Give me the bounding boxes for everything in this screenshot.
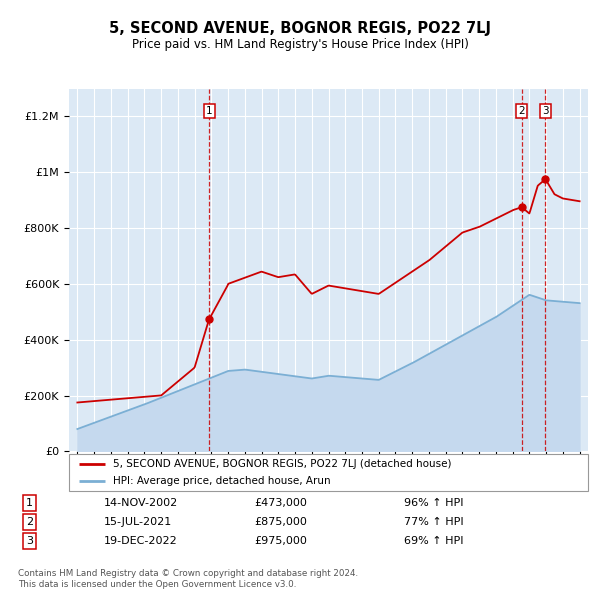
Text: 5, SECOND AVENUE, BOGNOR REGIS, PO22 7LJ: 5, SECOND AVENUE, BOGNOR REGIS, PO22 7LJ: [109, 21, 491, 35]
Text: £975,000: £975,000: [254, 536, 307, 546]
Text: 69% ↑ HPI: 69% ↑ HPI: [404, 536, 463, 546]
Text: 2: 2: [26, 517, 33, 527]
Text: £473,000: £473,000: [254, 499, 307, 508]
FancyBboxPatch shape: [69, 454, 588, 491]
Text: 3: 3: [26, 536, 33, 546]
Text: Price paid vs. HM Land Registry's House Price Index (HPI): Price paid vs. HM Land Registry's House …: [131, 38, 469, 51]
Text: 2: 2: [518, 106, 525, 116]
Text: 5, SECOND AVENUE, BOGNOR REGIS, PO22 7LJ (detached house): 5, SECOND AVENUE, BOGNOR REGIS, PO22 7LJ…: [113, 459, 452, 469]
Text: 1: 1: [206, 106, 212, 116]
Text: 3: 3: [542, 106, 549, 116]
Text: 96% ↑ HPI: 96% ↑ HPI: [404, 499, 463, 508]
Text: £875,000: £875,000: [254, 517, 307, 527]
Text: 19-DEC-2022: 19-DEC-2022: [104, 536, 178, 546]
Text: 14-NOV-2002: 14-NOV-2002: [104, 499, 178, 508]
Text: 77% ↑ HPI: 77% ↑ HPI: [404, 517, 463, 527]
Text: 15-JUL-2021: 15-JUL-2021: [104, 517, 172, 527]
Text: HPI: Average price, detached house, Arun: HPI: Average price, detached house, Arun: [113, 476, 331, 486]
Text: Contains HM Land Registry data © Crown copyright and database right 2024.
This d: Contains HM Land Registry data © Crown c…: [18, 569, 358, 589]
Text: 1: 1: [26, 499, 33, 508]
